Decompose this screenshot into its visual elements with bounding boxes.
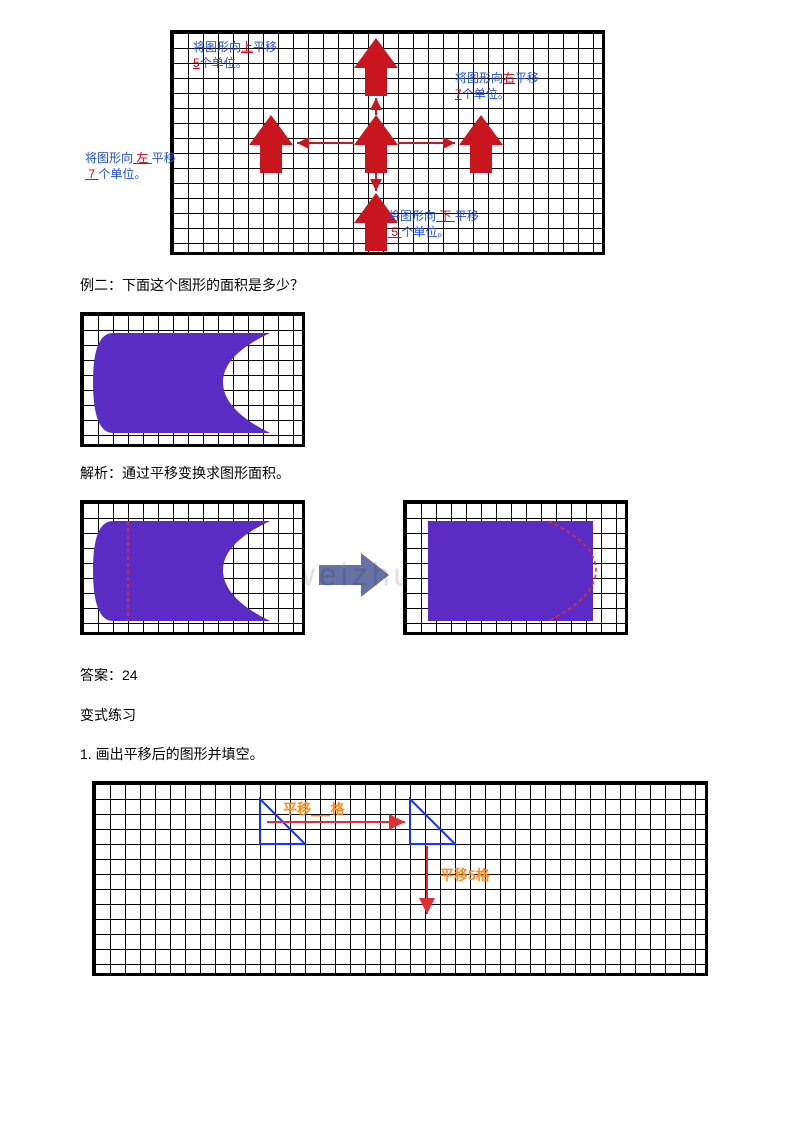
label-up: 将图形向上平移 5个单位。 bbox=[193, 40, 277, 71]
exercise-q1: 1. 画出平移后的图形并填空。 bbox=[80, 742, 720, 767]
example2-answer: 答案：24 bbox=[80, 663, 720, 688]
arrow-right-shape bbox=[459, 115, 503, 173]
arrow-left-shape bbox=[249, 115, 293, 173]
exercise-svg: 平移 格 平移5格 bbox=[95, 784, 711, 979]
arrow-center bbox=[354, 115, 398, 173]
transform-arrow-icon bbox=[319, 553, 389, 597]
label-translate-down: 平移5格 bbox=[440, 867, 491, 883]
example2-shape-svg bbox=[83, 315, 308, 450]
after-svg bbox=[406, 503, 631, 638]
example2-shape bbox=[80, 312, 305, 447]
label-left: 将图形向 左 平移 7 个单位。 bbox=[85, 151, 176, 182]
example2-after bbox=[403, 500, 628, 635]
example2-analysis: 解析：通过平移变换求图形面积。 bbox=[80, 461, 720, 486]
exercise-title: 变式练习 bbox=[80, 703, 720, 728]
diagram-translation-arrows: 将图形向上平移 5个单位。 将图形向右平移 7个单位。 将图形向 左 平移 7 … bbox=[170, 30, 605, 255]
label-down: 将图形向 下 平移 5 个单位。 bbox=[388, 209, 479, 240]
example2-transform-row bbox=[80, 500, 720, 649]
label-translate-right: 平移 格 bbox=[283, 801, 345, 817]
exercise-grid: 平移 格 平移5格 bbox=[92, 781, 708, 976]
before-svg bbox=[83, 503, 308, 638]
example2-before bbox=[80, 500, 305, 635]
label-right: 将图形向右平移 7个单位。 bbox=[455, 71, 539, 102]
arrow-up bbox=[354, 38, 398, 96]
example2-prompt: 例二：下面这个图形的面积是多少？ bbox=[80, 273, 720, 298]
